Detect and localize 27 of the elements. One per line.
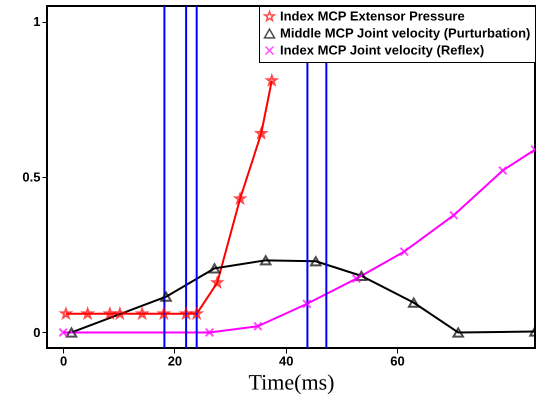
legend-label: Middle MCP Joint velocity (Purturbation) [280, 26, 530, 40]
x-tick-label: 60 [390, 354, 405, 368]
x-tick-label: 20 [168, 354, 182, 368]
point [204, 328, 214, 338]
point [310, 256, 322, 266]
point [399, 246, 410, 256]
point [253, 321, 263, 332]
legend-label: Index MCP Extensor Pressure [280, 8, 465, 24]
point [498, 166, 508, 176]
point [260, 255, 272, 266]
point [302, 299, 312, 309]
legend-label: Index MCP Joint velocity (Reflex) [280, 42, 484, 58]
x-tick-label: 0 [60, 354, 68, 368]
point [448, 210, 459, 220]
y-tick-label: 0 [33, 324, 40, 340]
y-tick-label: 1 [33, 14, 40, 30]
point [160, 292, 172, 302]
x-axis-title: Time(ms) [248, 370, 334, 394]
point [66, 327, 78, 338]
point [208, 263, 220, 274]
y-tick-label: 0.5 [22, 170, 40, 184]
point [452, 327, 464, 338]
point [352, 274, 362, 284]
point [356, 270, 368, 281]
point [58, 328, 68, 338]
x-tick-label: 40 [278, 354, 294, 368]
point [408, 298, 420, 308]
